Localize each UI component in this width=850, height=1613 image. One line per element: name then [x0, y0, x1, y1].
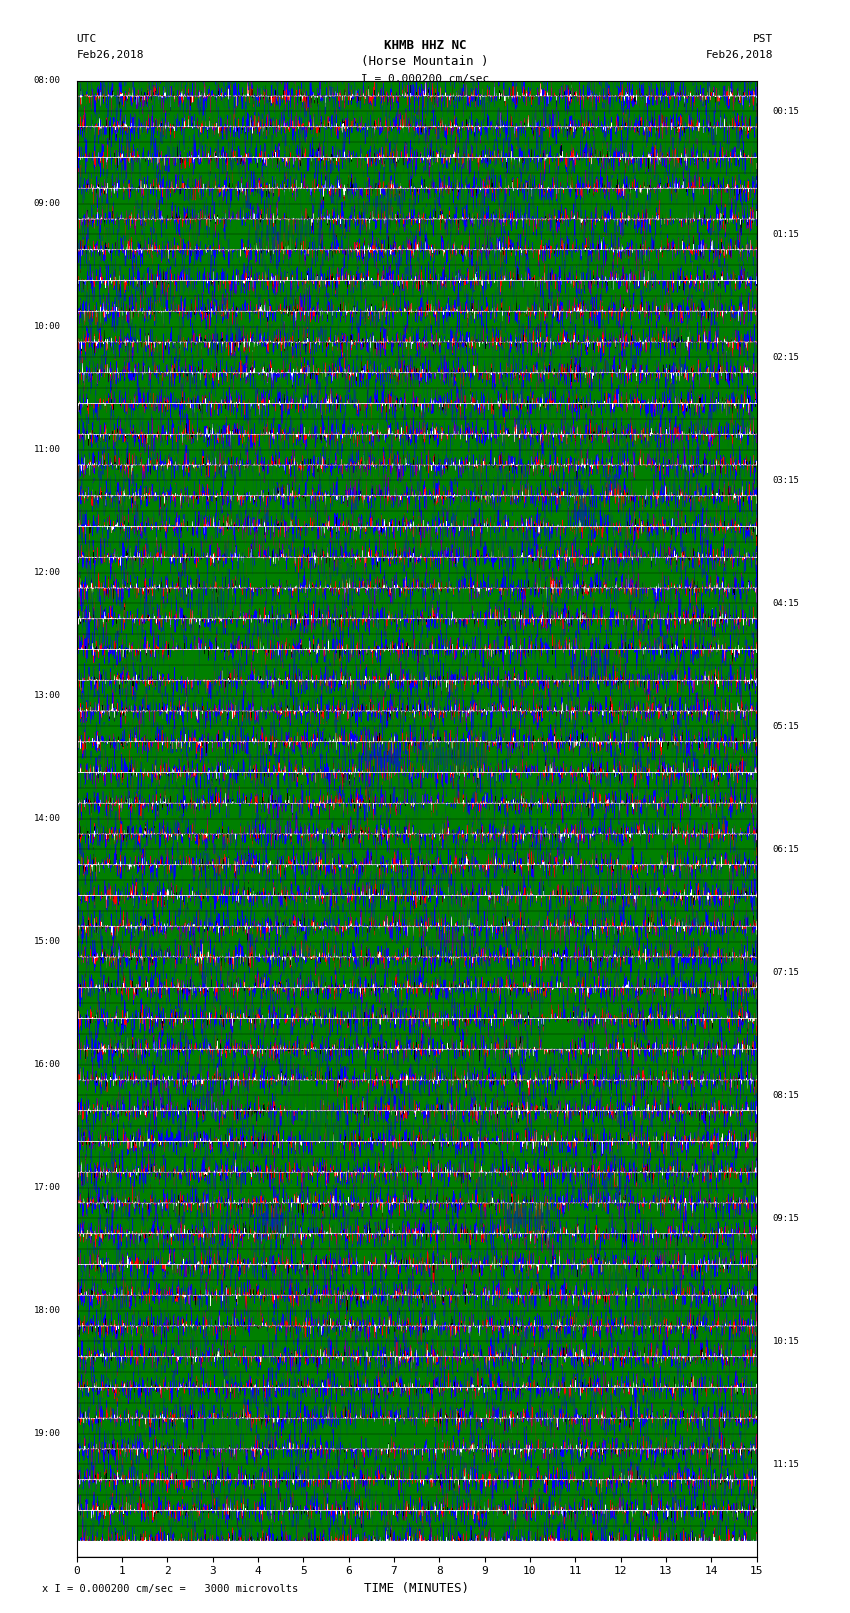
Text: 16:00: 16:00 — [34, 1060, 60, 1069]
Text: (Horse Mountain ): (Horse Mountain ) — [361, 55, 489, 68]
Text: 19:00: 19:00 — [34, 1429, 60, 1439]
Text: 06:15: 06:15 — [773, 845, 799, 853]
Text: 08:00: 08:00 — [34, 76, 60, 85]
Text: x I = 0.000200 cm/sec =   3000 microvolts: x I = 0.000200 cm/sec = 3000 microvolts — [42, 1584, 298, 1594]
Text: 13:00: 13:00 — [34, 690, 60, 700]
Text: 15:00: 15:00 — [34, 937, 60, 947]
Text: 17:00: 17:00 — [34, 1182, 60, 1192]
Text: 09:00: 09:00 — [34, 198, 60, 208]
Text: 11:00: 11:00 — [34, 445, 60, 455]
Text: Feb26,2018: Feb26,2018 — [76, 50, 144, 60]
Text: 08:15: 08:15 — [773, 1090, 799, 1100]
Text: PST: PST — [753, 34, 774, 44]
Text: 10:15: 10:15 — [773, 1337, 799, 1345]
Text: 00:15: 00:15 — [773, 106, 799, 116]
Text: UTC: UTC — [76, 34, 97, 44]
Text: 10:00: 10:00 — [34, 323, 60, 331]
Text: 07:15: 07:15 — [773, 968, 799, 977]
Text: KHMB HHZ NC: KHMB HHZ NC — [383, 39, 467, 52]
Text: 05:15: 05:15 — [773, 723, 799, 731]
Text: 14:00: 14:00 — [34, 815, 60, 823]
Text: 01:15: 01:15 — [773, 231, 799, 239]
Text: 04:15: 04:15 — [773, 598, 799, 608]
Text: 18:00: 18:00 — [34, 1307, 60, 1315]
Text: Feb26,2018: Feb26,2018 — [706, 50, 774, 60]
Text: 11:15: 11:15 — [773, 1460, 799, 1469]
Text: 09:15: 09:15 — [773, 1215, 799, 1223]
Text: I = 0.000200 cm/sec: I = 0.000200 cm/sec — [361, 74, 489, 84]
Text: 12:00: 12:00 — [34, 568, 60, 577]
Text: 02:15: 02:15 — [773, 353, 799, 361]
Text: 03:15: 03:15 — [773, 476, 799, 486]
X-axis label: TIME (MINUTES): TIME (MINUTES) — [364, 1582, 469, 1595]
